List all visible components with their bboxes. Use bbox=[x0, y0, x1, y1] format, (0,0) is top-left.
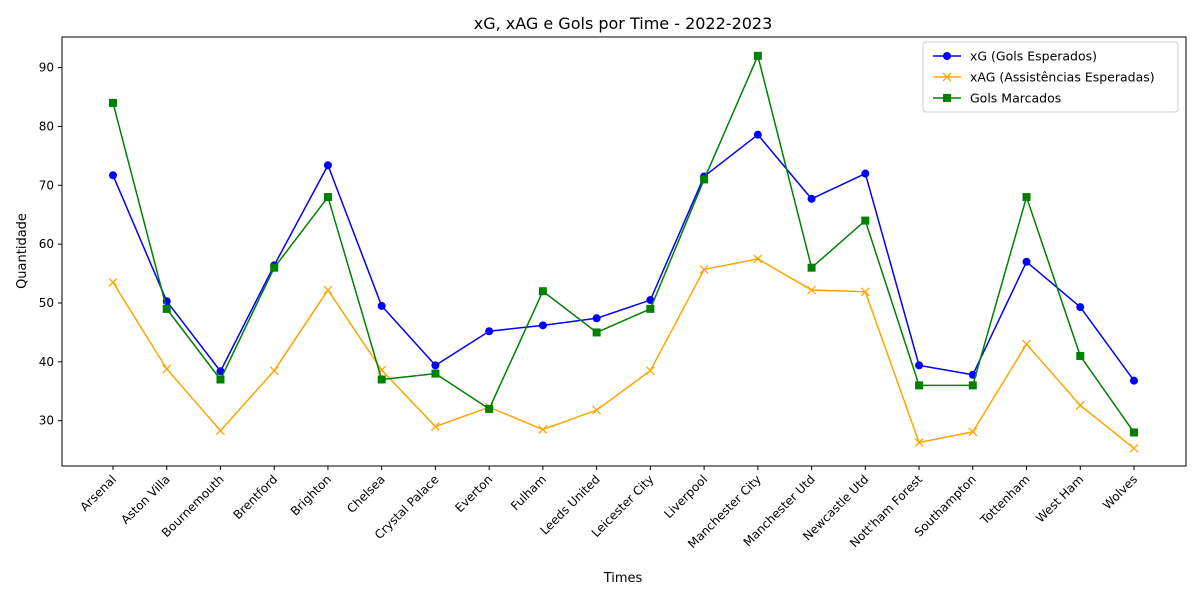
data-point bbox=[753, 254, 763, 264]
data-point bbox=[1130, 376, 1138, 385]
data-point bbox=[1076, 351, 1085, 360]
data-point bbox=[108, 277, 118, 287]
legend: xG (Gols Esperados) xAG (Assistências Esp… bbox=[922, 41, 1179, 113]
data-point bbox=[860, 287, 870, 297]
data-point bbox=[216, 375, 225, 384]
data-point bbox=[1022, 257, 1031, 266]
y-tick-label: 90 bbox=[39, 61, 54, 75]
data-point bbox=[431, 361, 440, 370]
data-point bbox=[162, 364, 172, 374]
data-point bbox=[915, 381, 924, 390]
data-point bbox=[861, 169, 870, 178]
data-point bbox=[807, 285, 817, 295]
plot-frame bbox=[61, 36, 1187, 467]
y-tick-label: 30 bbox=[39, 414, 54, 428]
data-point bbox=[915, 361, 924, 370]
legend-label: xG (Gols Esperados) bbox=[970, 49, 1097, 64]
data-point bbox=[592, 405, 602, 415]
data-point bbox=[861, 216, 870, 225]
y-tick-label: 50 bbox=[39, 296, 54, 310]
data-point bbox=[270, 263, 279, 272]
data-point bbox=[968, 427, 978, 437]
data-point bbox=[1022, 339, 1031, 349]
data-point bbox=[807, 263, 816, 272]
data-point bbox=[538, 425, 548, 434]
data-point bbox=[1075, 400, 1085, 410]
y-axis-label: Quantidade bbox=[15, 213, 30, 289]
legend-label: Gols Marcados bbox=[970, 91, 1061, 106]
data-point bbox=[377, 375, 386, 384]
data-point bbox=[753, 51, 762, 60]
data-point bbox=[807, 194, 816, 203]
data-point bbox=[430, 422, 440, 432]
data-point bbox=[646, 304, 655, 313]
data-point bbox=[485, 404, 494, 413]
y-tick-label: 80 bbox=[39, 119, 54, 133]
data-point bbox=[592, 328, 601, 337]
data-point bbox=[699, 264, 709, 274]
series-line bbox=[112, 258, 1135, 449]
series-layer bbox=[108, 51, 1139, 453]
data-point bbox=[485, 327, 494, 336]
y-tick-label: 60 bbox=[39, 237, 54, 251]
data-point bbox=[162, 304, 171, 313]
data-point bbox=[1022, 193, 1031, 202]
data-point bbox=[914, 438, 924, 447]
data-point bbox=[269, 366, 279, 376]
data-point bbox=[968, 381, 977, 390]
data-point bbox=[216, 426, 225, 436]
data-point bbox=[216, 367, 225, 376]
data-point bbox=[592, 314, 601, 323]
series-line bbox=[112, 55, 1135, 433]
data-point bbox=[377, 301, 386, 310]
legend-swatch-marker bbox=[942, 72, 952, 82]
legend-label: xAG (Assistências Esperadas) bbox=[970, 70, 1155, 85]
legend-swatch-marker bbox=[943, 52, 951, 60]
legend-box bbox=[922, 41, 1179, 113]
x-axis-label: Times bbox=[603, 571, 643, 586]
data-point bbox=[109, 171, 117, 180]
data-point bbox=[700, 175, 709, 184]
legend-items: xG (Gols Esperados) xAG (Assistências Esp… bbox=[933, 49, 1155, 106]
chart-title: xG, xAG e Gols por Time - 2022-2023 bbox=[474, 14, 773, 33]
data-point bbox=[109, 98, 117, 107]
data-point bbox=[431, 369, 440, 378]
data-point bbox=[1130, 428, 1138, 437]
legend-swatch-marker bbox=[943, 94, 951, 102]
y-tick-label: 70 bbox=[39, 178, 54, 192]
data-point bbox=[646, 296, 655, 305]
data-point bbox=[1076, 303, 1085, 312]
y-tick-label: 40 bbox=[39, 355, 54, 369]
data-point bbox=[323, 193, 332, 202]
data-point bbox=[323, 161, 332, 170]
data-point bbox=[323, 285, 333, 295]
data-point bbox=[538, 287, 547, 296]
series-line bbox=[112, 133, 1135, 382]
data-point bbox=[753, 130, 762, 139]
data-point bbox=[645, 366, 655, 376]
data-point bbox=[538, 321, 547, 330]
data-point bbox=[1129, 443, 1139, 453]
